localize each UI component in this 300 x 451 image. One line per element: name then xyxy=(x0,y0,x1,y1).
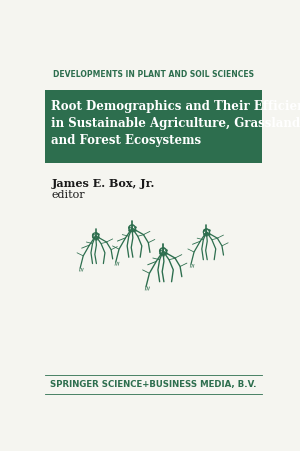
Text: in Sustainable Agriculture, Grasslands: in Sustainable Agriculture, Grasslands xyxy=(52,117,300,130)
Text: James E. Box, Jr.: James E. Box, Jr. xyxy=(52,178,155,189)
Text: SPRINGER SCIENCE+BUSINESS MEDIA, B.V.: SPRINGER SCIENCE+BUSINESS MEDIA, B.V. xyxy=(50,380,257,389)
Text: and Forest Ecosystems: and Forest Ecosystems xyxy=(52,134,202,147)
FancyBboxPatch shape xyxy=(45,90,262,163)
Text: editor: editor xyxy=(52,190,85,200)
Text: DEVELOPMENTS IN PLANT AND SOIL SCIENCES: DEVELOPMENTS IN PLANT AND SOIL SCIENCES xyxy=(53,69,254,78)
Text: Root Demographics and Their Efficiencies: Root Demographics and Their Efficiencies xyxy=(52,100,300,113)
